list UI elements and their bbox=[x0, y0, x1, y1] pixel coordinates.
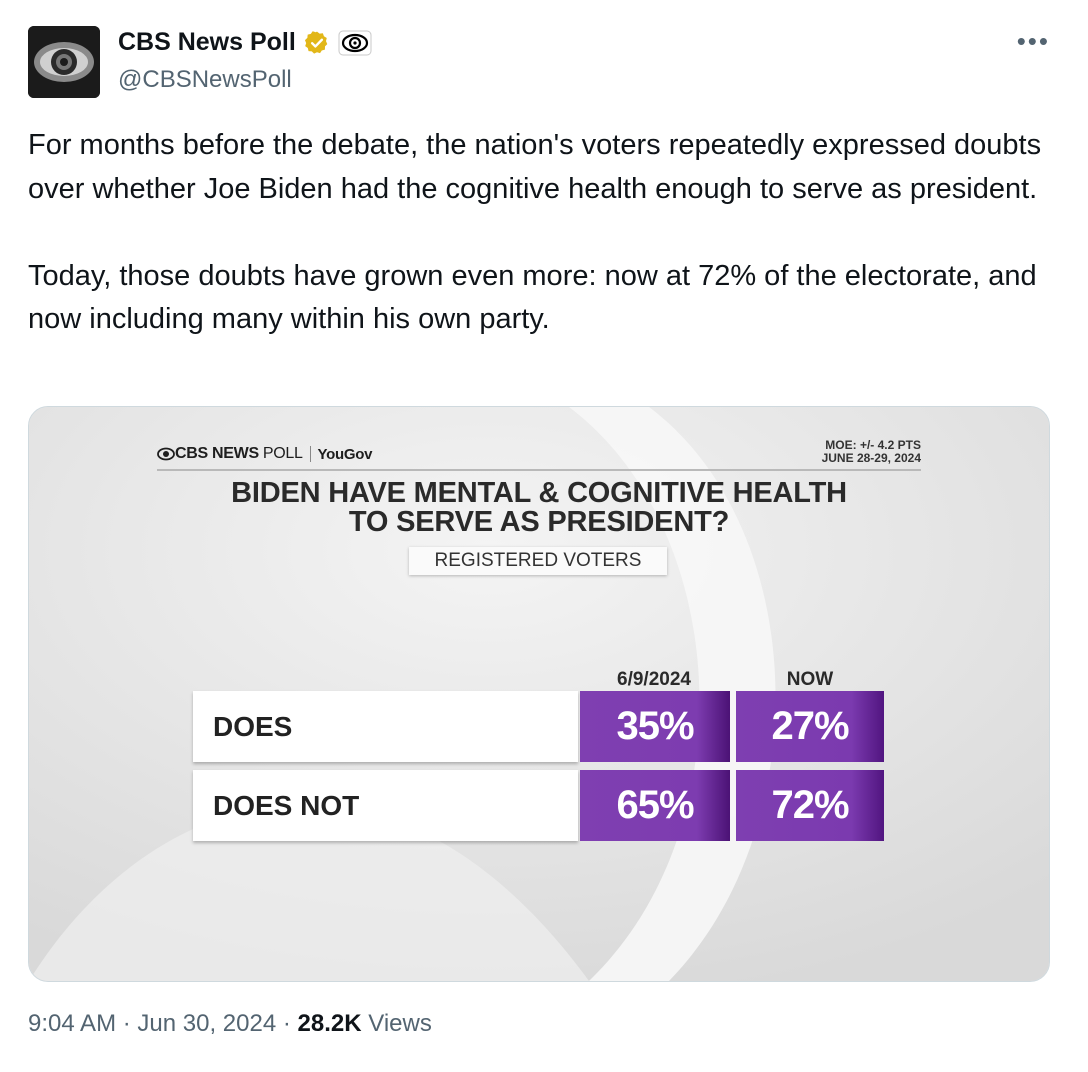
views-count: 28.2K bbox=[297, 1010, 362, 1037]
tweet-time[interactable]: 9:04 AM bbox=[28, 1010, 117, 1037]
cbs-eye-logo-icon bbox=[338, 30, 372, 55]
chart-subtitle: REGISTERED VOTERS bbox=[409, 547, 667, 575]
dot-separator: · bbox=[282, 1010, 298, 1037]
avatar[interactable] bbox=[28, 26, 100, 98]
column-header-date: 6/9/2024 bbox=[617, 669, 691, 690]
column-header-now: NOW bbox=[786, 669, 834, 690]
cbs-eye-logo bbox=[28, 26, 100, 98]
graphic-brand: CBS NEWS POLL YouGov bbox=[157, 445, 372, 463]
table-cell-does-not-date: 65% bbox=[580, 770, 730, 841]
brand-partner: YouGov bbox=[317, 445, 373, 463]
row-label-does: DOES bbox=[193, 691, 578, 762]
table-cell-does-not-now: 72% bbox=[736, 770, 884, 841]
tweet-text: For months before the debate, the nation… bbox=[28, 129, 1042, 335]
cbs-eye-icon bbox=[157, 447, 175, 461]
moe-line2: JUNE 28-29, 2024 bbox=[821, 451, 921, 465]
brand-name: CBS NEWS bbox=[175, 445, 259, 462]
brand-divider bbox=[309, 446, 311, 462]
header-rule bbox=[157, 469, 921, 471]
tweet-header: CBS News Poll @CBSNewsPoll ••• bbox=[28, 26, 1060, 98]
handle[interactable]: @CBSNewsPoll bbox=[118, 66, 292, 93]
more-options-icon[interactable]: ••• bbox=[1016, 26, 1050, 56]
margin-of-error: MOE: +/- 4.2 PTS JUNE 28-29, 2024 bbox=[822, 439, 921, 465]
table-cell-does-date: 35% bbox=[580, 691, 730, 762]
moe-line1: MOE: +/- 4.2 PTS bbox=[825, 438, 921, 452]
table-cell-does-now: 27% bbox=[736, 691, 884, 762]
verified-badge-icon bbox=[304, 30, 328, 54]
tweet-media-image[interactable]: CBS NEWS POLL YouGov MOE: +/- 4.2 PTS JU… bbox=[28, 406, 1050, 982]
brand-poll: POLL bbox=[262, 445, 303, 462]
display-name[interactable]: CBS News Poll bbox=[118, 28, 296, 56]
tweet-footer: 9:04 AM · Jun 30, 2024 · 28.2K Views bbox=[28, 1010, 432, 1038]
views-label: Views bbox=[368, 1010, 432, 1037]
row-label-does-not: DOES NOT bbox=[193, 770, 578, 841]
chart-title: BIDEN HAVE MENTAL & COGNITIVE HEALTH TO … bbox=[231, 477, 847, 538]
tweet-date[interactable]: Jun 30, 2024 bbox=[137, 1010, 277, 1037]
name-row: CBS News Poll bbox=[118, 28, 372, 57]
dot-separator: · bbox=[122, 1010, 138, 1037]
